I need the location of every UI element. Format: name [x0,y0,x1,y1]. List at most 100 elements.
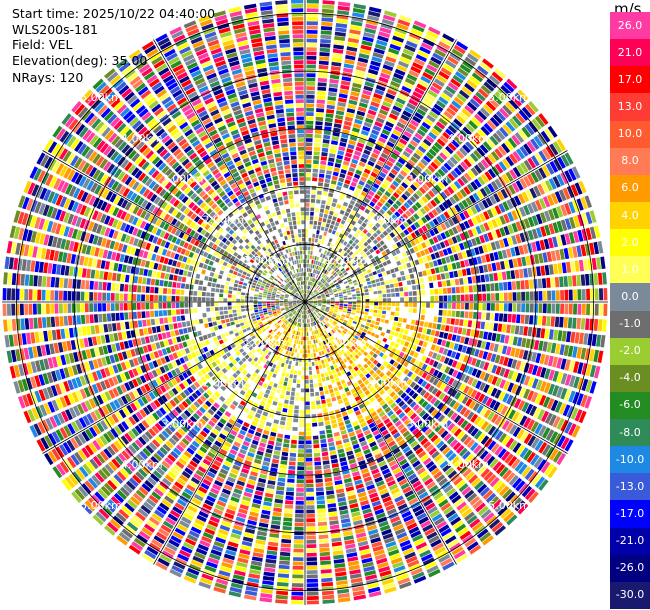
range-gate [499,215,506,225]
range-gate [209,516,220,524]
range-gate [306,112,314,117]
range-gate [317,261,321,266]
range-gate [430,161,439,170]
range-gate [244,528,255,534]
range-gate [548,264,554,275]
range-gate [327,437,334,443]
range-gate [396,97,406,105]
range-gate [589,381,597,394]
range-gate [469,98,481,108]
range-gate [350,91,360,97]
range-gate [324,227,329,232]
range-gate [443,302,448,309]
range-gate [340,514,350,520]
range-gate [487,363,494,372]
range-gate [506,346,512,356]
range-gate [457,252,463,260]
range-gate [423,138,432,147]
range-gate [273,396,279,402]
range-gate [294,518,304,523]
range-gate [533,185,542,197]
range-gate [384,319,389,324]
range-gate [407,226,413,233]
range-gate [523,449,533,461]
range-gate [438,392,446,400]
range-gate [438,204,446,212]
range-gate [290,352,294,357]
range-gate [481,312,486,320]
range-gate [307,272,310,277]
range-gate [306,21,318,26]
range-gate [291,365,295,370]
range-gate [394,68,406,76]
range-gate [470,181,479,191]
range-gate [457,269,463,277]
range-gate [502,488,513,500]
range-gate [420,283,425,290]
range-gate [332,171,339,177]
range-gate [475,214,482,224]
range-gate [360,244,366,250]
range-gate [305,362,308,367]
range-gate [447,218,455,227]
range-gate [320,226,325,231]
range-gate [342,257,348,262]
range-gate [240,379,246,386]
range-gate [294,312,298,316]
range-gate [292,565,304,570]
range-gate [331,541,342,547]
range-gate [352,392,359,398]
range-gate [376,269,381,274]
range-gate [213,586,226,594]
range-gate [313,273,316,278]
range-gate [449,254,455,262]
range-gate [141,483,152,493]
range-gate [378,186,386,193]
range-gate [333,310,338,313]
range-gate [382,302,387,306]
range-gate [457,67,469,77]
range-gate [282,526,292,531]
range-gate [227,504,237,511]
range-gate [436,457,446,466]
range-gate [526,451,536,464]
range-gate [155,561,168,571]
range-gate [438,347,445,354]
range-gate [520,280,525,290]
range-gate [442,310,447,316]
range-gate [508,409,516,420]
range-gate [386,88,397,96]
range-gate [381,168,389,175]
range-gate [331,458,339,464]
range-gate [398,265,403,271]
range-gate [302,306,304,310]
range-gate [306,492,314,497]
range-gate [297,344,301,349]
range-gate [238,508,248,515]
range-gate [447,142,457,152]
range-gate [187,431,196,439]
range-gate [356,305,361,308]
range-gate [411,319,416,325]
range-gate [171,387,179,395]
range-gate [568,168,577,181]
range-gate [451,287,456,294]
range-gate [337,497,346,503]
range-gate [262,575,275,581]
range-gate [367,488,377,495]
range-gate [413,352,419,358]
range-gate [382,403,389,410]
range-gate [202,427,211,434]
range-gate [369,464,378,471]
range-gate [459,188,468,198]
range-gate [268,395,274,400]
range-gate [180,425,189,433]
range-gate [313,303,318,305]
range-gate [394,471,404,479]
range-gate [313,225,317,230]
range-gate [293,325,296,330]
range-gate [318,364,323,370]
range-gate [391,273,397,278]
range-gate [396,371,403,378]
range-gate [440,404,448,413]
